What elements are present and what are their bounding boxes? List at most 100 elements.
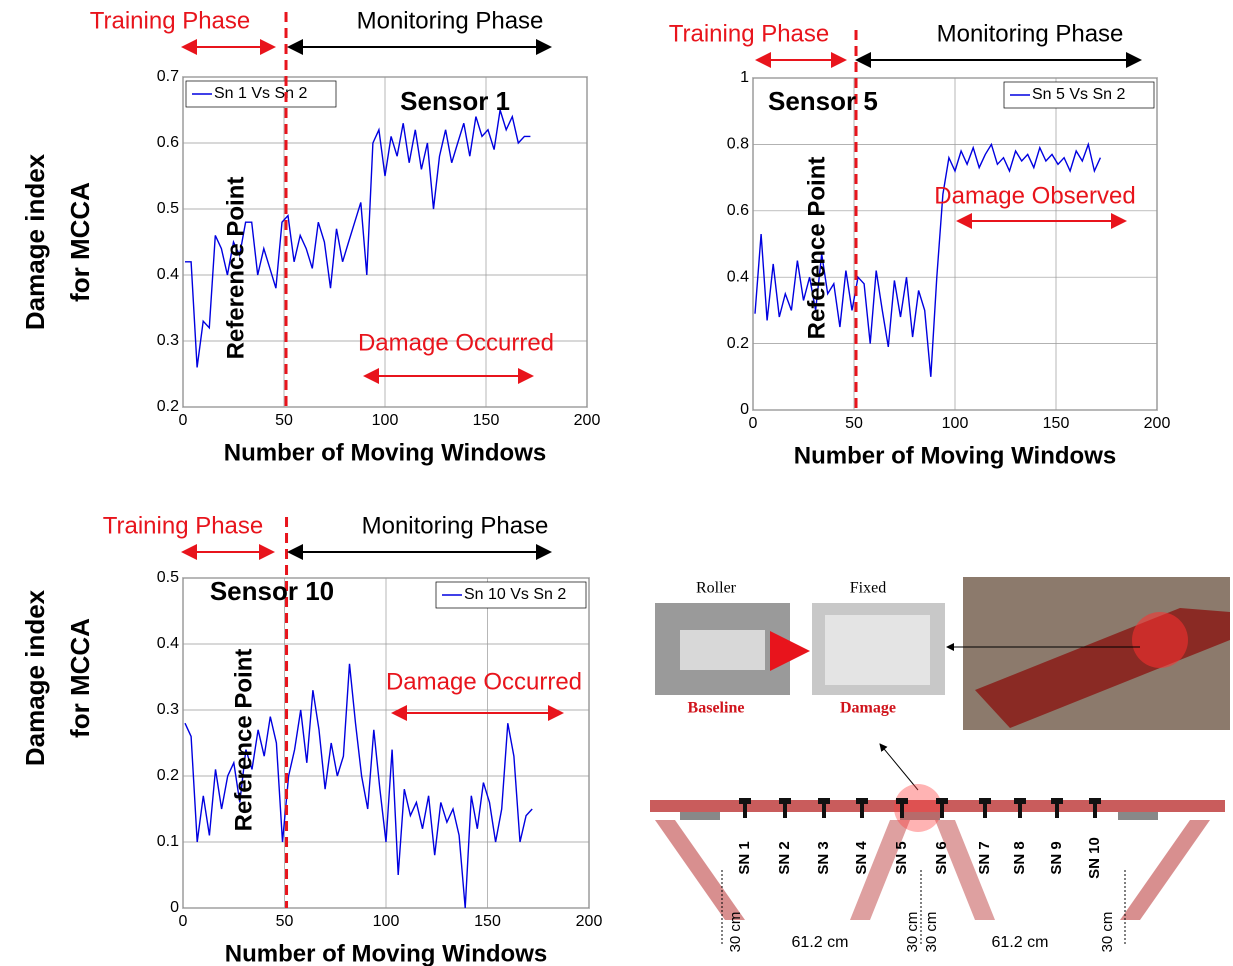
sensor-label: SN 4 bbox=[853, 841, 870, 875]
y-tick-label: 0.8 bbox=[727, 136, 749, 153]
sensor-label: SN 5 bbox=[893, 841, 910, 874]
y-tick-label: 0.6 bbox=[157, 134, 179, 151]
y-tick-label: 0.2 bbox=[157, 398, 179, 415]
sensor bbox=[856, 798, 868, 804]
y-tick-label: 0 bbox=[170, 899, 179, 916]
x-axis-label: Number of Moving Windows bbox=[225, 940, 547, 966]
beam bbox=[650, 800, 1225, 812]
reference-label: Reference Point bbox=[230, 649, 257, 832]
y-axis-label: for MCCA bbox=[65, 182, 95, 302]
y-tick-label: 0.4 bbox=[157, 266, 179, 283]
leg bbox=[935, 820, 995, 920]
x-tick-label: 50 bbox=[276, 913, 294, 930]
sensor-label: SN 6 bbox=[933, 841, 950, 874]
sensor-label: Sensor 1 bbox=[400, 86, 510, 116]
x-tick-label: 0 bbox=[749, 415, 758, 432]
x-tick-label: 200 bbox=[576, 913, 603, 930]
pointer bbox=[879, 743, 919, 791]
y-tick-label: 0 bbox=[740, 401, 749, 418]
x-tick-label: 0 bbox=[179, 913, 188, 930]
sensor-label: SN 9 bbox=[1048, 841, 1065, 874]
sensor bbox=[936, 798, 948, 804]
dimension: 30 cm bbox=[1099, 912, 1116, 953]
damage-spot bbox=[894, 784, 942, 832]
leg bbox=[1120, 820, 1210, 920]
sensor-label: SN 8 bbox=[1011, 841, 1028, 874]
y-tick-label: 0.4 bbox=[157, 635, 179, 652]
sensor-label: SN 2 bbox=[776, 841, 793, 874]
sensor bbox=[818, 798, 830, 804]
roller-part bbox=[680, 630, 765, 670]
y-tick-label: 0.2 bbox=[727, 335, 749, 352]
sensor bbox=[1014, 798, 1026, 804]
y-tick-label: 0.5 bbox=[157, 200, 179, 217]
series-line bbox=[184, 663, 533, 909]
baseline-label: Baseline bbox=[688, 700, 745, 717]
roller-label: Roller bbox=[696, 580, 737, 597]
y-tick-label: 0.3 bbox=[157, 701, 179, 718]
y-tick-label: 0.5 bbox=[157, 569, 179, 586]
x-tick-label: 50 bbox=[275, 412, 293, 429]
dimension: 61.2 cm bbox=[992, 934, 1049, 951]
support bbox=[680, 812, 720, 820]
x-tick-label: 100 bbox=[372, 412, 399, 429]
support bbox=[1118, 812, 1158, 820]
dimension: 30 cm bbox=[923, 912, 940, 953]
monitoring-label: Monitoring Phase bbox=[362, 512, 549, 539]
x-tick-label: 0 bbox=[179, 412, 188, 429]
y-tick-label: 0.6 bbox=[727, 202, 749, 219]
series-line bbox=[185, 109, 531, 368]
sensor-label: SN 10 bbox=[1086, 837, 1103, 879]
x-tick-label: 100 bbox=[373, 913, 400, 930]
dimension: 61.2 cm bbox=[792, 934, 849, 951]
leg bbox=[655, 820, 745, 920]
sensor bbox=[1089, 798, 1101, 804]
legend-label: Sn 5 Vs Sn 2 bbox=[1032, 86, 1125, 103]
damage-label: Damage bbox=[840, 700, 896, 717]
y-tick-label: 1 bbox=[740, 69, 749, 86]
series-line bbox=[754, 141, 1102, 377]
y-tick-label: 0.4 bbox=[727, 268, 749, 285]
sensor bbox=[739, 798, 751, 804]
x-tick-label: 150 bbox=[473, 412, 500, 429]
reference-label: Reference Point bbox=[222, 177, 249, 360]
training-label: Training Phase bbox=[90, 7, 251, 34]
x-axis-label: Number of Moving Windows bbox=[224, 439, 546, 466]
y-tick-label: 0.2 bbox=[157, 767, 179, 784]
damage-spot bbox=[1132, 612, 1188, 668]
sensor-label: Sensor 10 bbox=[210, 576, 334, 606]
sensor bbox=[1051, 798, 1063, 804]
dimension: 30 cm bbox=[904, 912, 921, 953]
sensor bbox=[979, 798, 991, 804]
sensor-label: SN 1 bbox=[736, 841, 753, 874]
sensor bbox=[896, 798, 908, 804]
reference-label: Reference Point bbox=[803, 157, 830, 340]
dimension: 30 cm bbox=[727, 912, 744, 953]
legend-label: Sn 1 Vs Sn 2 bbox=[214, 85, 307, 102]
fixed-part bbox=[825, 615, 930, 685]
y-tick-label: 0.1 bbox=[157, 833, 179, 850]
leg bbox=[850, 820, 910, 920]
x-axis-label: Number of Moving Windows bbox=[794, 442, 1116, 469]
sensor bbox=[779, 798, 791, 804]
monitoring-label: Monitoring Phase bbox=[357, 7, 544, 34]
sensor-label: SN 7 bbox=[976, 841, 993, 874]
x-tick-label: 150 bbox=[474, 913, 501, 930]
fixed-label: Fixed bbox=[850, 580, 886, 597]
sensor-label: Sensor 5 bbox=[768, 86, 878, 116]
damage-label: Damage Occurred bbox=[358, 329, 554, 356]
y-tick-label: 0.7 bbox=[157, 68, 179, 85]
legend-label: Sn 10 Vs Sn 2 bbox=[464, 586, 566, 603]
monitoring-label: Monitoring Phase bbox=[937, 20, 1124, 47]
y-axis-label: Damage index bbox=[20, 153, 50, 330]
diagram: Roller Fixed Baseline Damage SN 1 SN 2 SN … bbox=[650, 577, 1230, 952]
x-tick-label: 200 bbox=[574, 412, 601, 429]
y-axis-label: Damage index bbox=[20, 589, 50, 766]
y-tick-label: 0.3 bbox=[157, 332, 179, 349]
damage-label: Damage Occurred bbox=[386, 668, 582, 695]
support bbox=[900, 812, 940, 820]
x-tick-label: 100 bbox=[942, 415, 969, 432]
training-label: Training Phase bbox=[103, 512, 264, 539]
damage-label: Damage Observed bbox=[934, 182, 1135, 209]
